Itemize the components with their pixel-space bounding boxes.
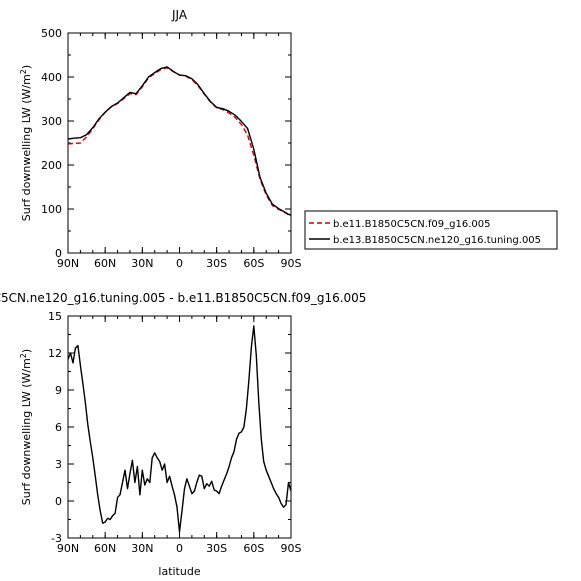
y-tick-label: 0 (55, 495, 62, 508)
legend-label: b.e13.B1850C5CN.ne120_g16.tuning.005 (333, 235, 541, 246)
y-axis-title-tail: ) (20, 65, 33, 69)
y-axis-title-main: Surf downwelling LW (W/m (20, 358, 33, 505)
top-panel: JJA 90N 60N 30N 0 30S 60S 90S 0 100 200 300 400 500 Su… (19, 8, 302, 270)
x-tick-label: 30N (131, 257, 153, 270)
plot-frame (67, 32, 292, 254)
y-axis-title: Surf downwelling LW (W/m2) (19, 65, 33, 221)
x-tick-label: 30S (206, 257, 227, 270)
series-line (67, 325, 292, 533)
x-axis-title: latitude (158, 565, 200, 578)
x-tick-label: 90N (57, 542, 79, 555)
x-tick-label: 90N (57, 257, 79, 270)
x-tick-label: 0 (176, 257, 183, 270)
y-axis-title-main: Surf downwelling LW (W/m (20, 74, 33, 221)
y-tick-label: 9 (55, 384, 62, 397)
y-tick-label: -3 (51, 532, 62, 545)
y-axis-title-sup: 2 (19, 69, 28, 74)
legend-label: b.e11.B1850C5CN.f09_g16.005 (333, 219, 490, 230)
x-tick-label: 0 (176, 542, 183, 555)
y-axis-title-tail: ) (20, 349, 33, 353)
x-tick-label: 60N (94, 257, 116, 270)
y-tick-label: 400 (41, 71, 62, 84)
x-tick-label: 60N (94, 542, 116, 555)
y-tick-label: 200 (41, 159, 62, 172)
y-tick-label: 6 (55, 421, 62, 434)
y-tick-label: 12 (48, 347, 62, 360)
x-tick-label: 60S (243, 257, 264, 270)
series-line (67, 66, 292, 216)
plot-title: JJA (171, 8, 188, 22)
x-tick-label: 30S (206, 542, 227, 555)
series-line (67, 67, 292, 216)
legend: b.e11.B1850C5CN.f09_g16.005 b.e13.B1850C5… (304, 210, 558, 250)
plot-title: C5CN.ne120_g16.tuning.005 - b.e11.B1850C… (0, 291, 366, 305)
plot-frame (67, 315, 292, 539)
y-tick-label: 3 (55, 458, 62, 471)
y-tick-label: 15 (48, 310, 62, 323)
y-tick-label: 0 (55, 247, 62, 260)
y-tick-label: 300 (41, 115, 62, 128)
y-tick-label: 100 (41, 203, 62, 216)
x-tick-label: 60S (243, 542, 264, 555)
bottom-panel: C5CN.ne120_g16.tuning.005 - b.e11.B1850C… (0, 291, 366, 578)
x-tick-label: 90S (281, 542, 302, 555)
y-axis-title: Surf downwelling LW (W/m2) (19, 349, 33, 505)
x-tick-label: 30N (131, 542, 153, 555)
y-tick-label: 500 (41, 27, 62, 40)
x-tick-label: 90S (281, 257, 302, 270)
y-axis-title-sup: 2 (19, 353, 28, 358)
legend-box (304, 210, 558, 250)
